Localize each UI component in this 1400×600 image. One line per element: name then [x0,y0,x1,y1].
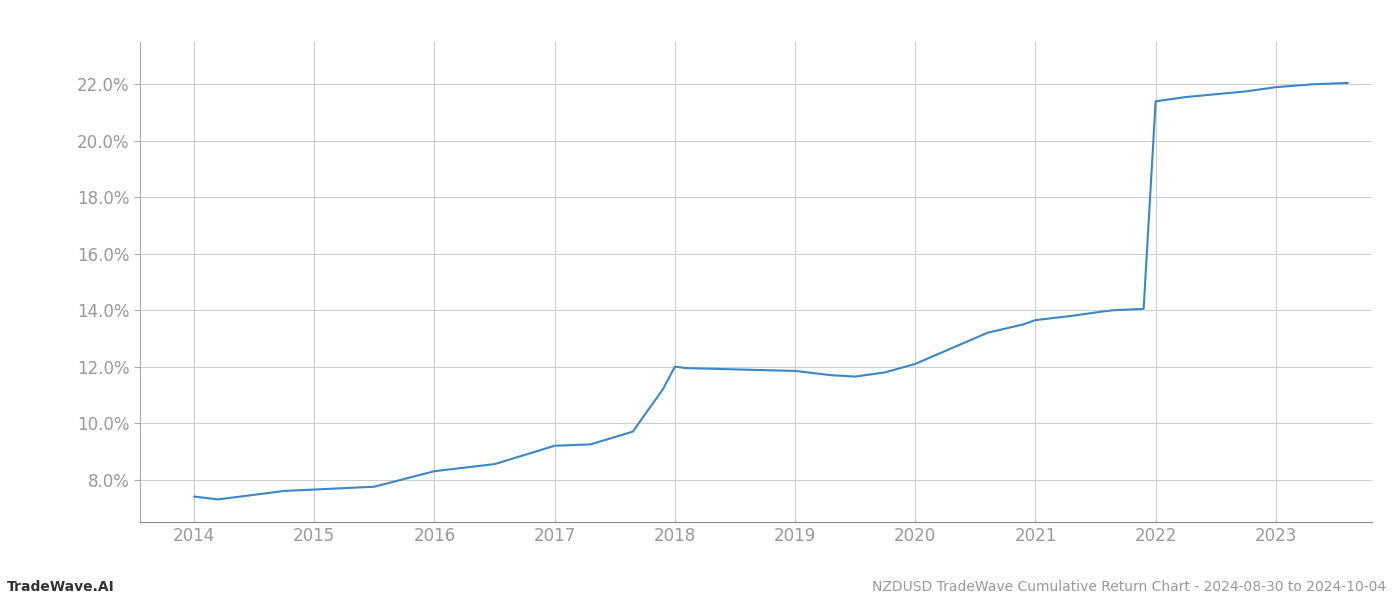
Text: NZDUSD TradeWave Cumulative Return Chart - 2024-08-30 to 2024-10-04: NZDUSD TradeWave Cumulative Return Chart… [872,580,1386,594]
Text: TradeWave.AI: TradeWave.AI [7,580,115,594]
